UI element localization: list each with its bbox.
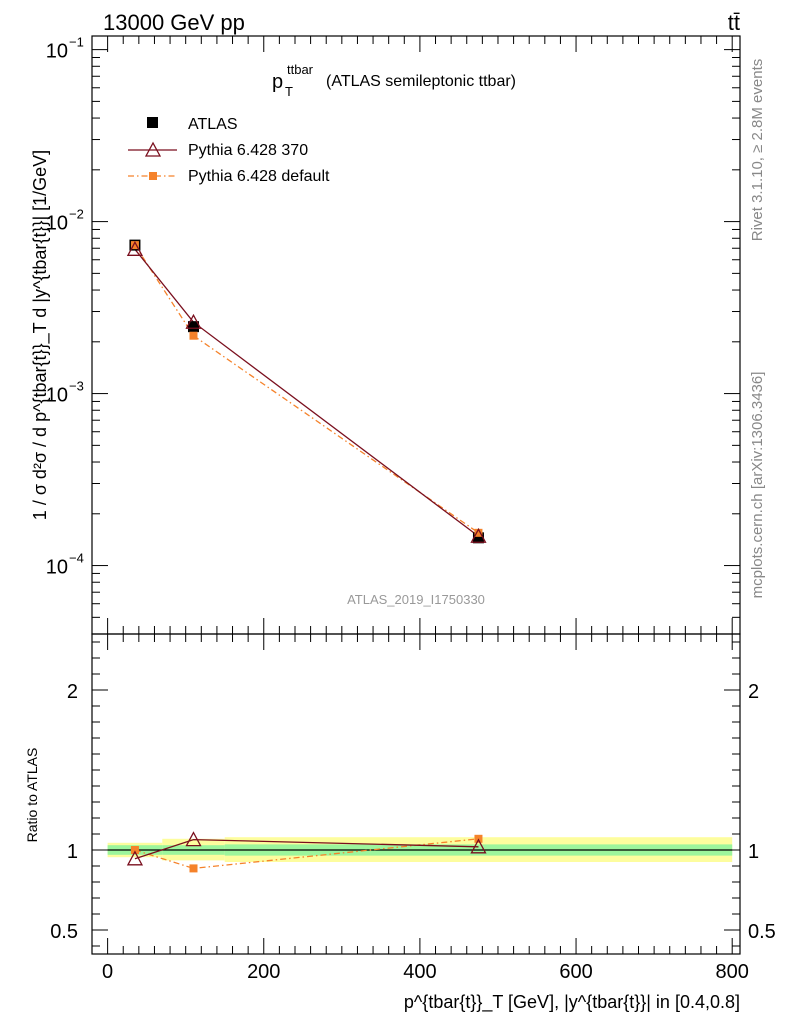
x-tick-label: 200 (247, 961, 280, 983)
ratio-y-tick-label-left: 0.5 (50, 921, 78, 943)
ratio-y-tick-label-right: 1 (748, 841, 759, 863)
main-y-tick-label: 10 (46, 557, 68, 579)
ratio-pythia370-point (185, 831, 202, 847)
legend: ATLAS Pythia 6.428 370 Pythia 6.428 defa… (128, 116, 330, 185)
x-tick-label: 600 (559, 961, 592, 983)
pythia370-line (134, 248, 479, 537)
plot-title-rest: (ATLAS semileptonic ttbar) (326, 73, 516, 90)
x-axis-label: p^{tbar{t}}_T [GeV], |y^{tbar{t}}| in [0… (404, 992, 740, 1013)
pythia-default-line (134, 244, 479, 534)
ratio-pythia370-point (126, 850, 144, 866)
pythia-default-point (474, 528, 483, 537)
ratio-pythia-default-line (134, 838, 479, 870)
legend-pythia370-marker (144, 141, 162, 157)
ratio-axis-label: Ratio to ATLAS (24, 748, 40, 843)
main-y-tick-exp: −2 (69, 207, 84, 222)
pythia-default-point (130, 241, 139, 250)
x-tick-label: 0 (102, 961, 113, 983)
main-y-ticks: 10−110−210−310−4 (46, 35, 740, 635)
pythia-default-point (189, 331, 198, 340)
legend-pythia-default-marker (149, 172, 157, 180)
atlas-point (187, 321, 199, 333)
ratio-frame (91, 633, 741, 955)
plot-title-main: p (272, 71, 283, 93)
ratio-pythia-default-point (130, 846, 139, 854)
x-tick-label: 800 (716, 961, 749, 983)
main-y-tick-label: 10 (46, 213, 68, 235)
analysis-watermark: ATLAS_2019_I1750330 (347, 592, 485, 607)
legend-pythia370-label: Pythia 6.428 370 (188, 142, 308, 159)
legend-pythia-default-label: Pythia 6.428 default (188, 168, 330, 185)
pythia370-point (185, 313, 202, 329)
ratio-pythia370-line (134, 838, 479, 860)
ratio-y-tick-label-right: 2 (748, 681, 759, 703)
process-label: tt̄ (728, 10, 740, 35)
ratio-pythia-default-point (189, 864, 198, 873)
rivet-label: Rivet 3.1.10, ≥ 2.8M events (749, 59, 766, 242)
plot-title-sup: ttbar (287, 62, 314, 77)
mcplots-label: mcplots.cern.ch [arXiv:1306.3436] (749, 372, 766, 599)
plot-title-sub: T (285, 84, 293, 99)
main-series (126, 239, 487, 544)
pythia370-point (470, 527, 487, 543)
atlas-point (472, 532, 484, 544)
legend-atlas-label: ATLAS (188, 116, 238, 133)
main-y-tick-exp: −3 (69, 379, 84, 394)
x-tick-label: 400 (403, 961, 436, 983)
ratio-uncertainty-bands (107, 837, 733, 862)
ratio-series (126, 831, 487, 873)
main-y-tick-exp: −1 (69, 35, 84, 50)
main-y-tick-label: 10 (46, 385, 68, 407)
ratio-pythia370-point (470, 838, 487, 854)
ratio-y-tick-label-left: 2 (67, 681, 78, 703)
energy-label: 13000 GeV pp (103, 10, 245, 35)
ratio-y-tick-label-right: 0.5 (748, 921, 776, 943)
pythia370-point (126, 240, 144, 256)
y-axis-label: 1 / σ d²σ / d p^{tbar{t}}_T d |y^{tbar{t… (30, 150, 51, 520)
main-y-tick-label: 10 (46, 41, 68, 63)
legend-atlas-marker (147, 117, 158, 128)
main-y-tick-exp: −4 (69, 551, 84, 566)
ratio-y-ticks: 0.5 0.5 1 1 2 2 (50, 641, 776, 947)
x-axis-ticks: 0 200 400 600 800 (91, 36, 749, 983)
ratio-y-tick-label-left: 1 (67, 841, 78, 863)
